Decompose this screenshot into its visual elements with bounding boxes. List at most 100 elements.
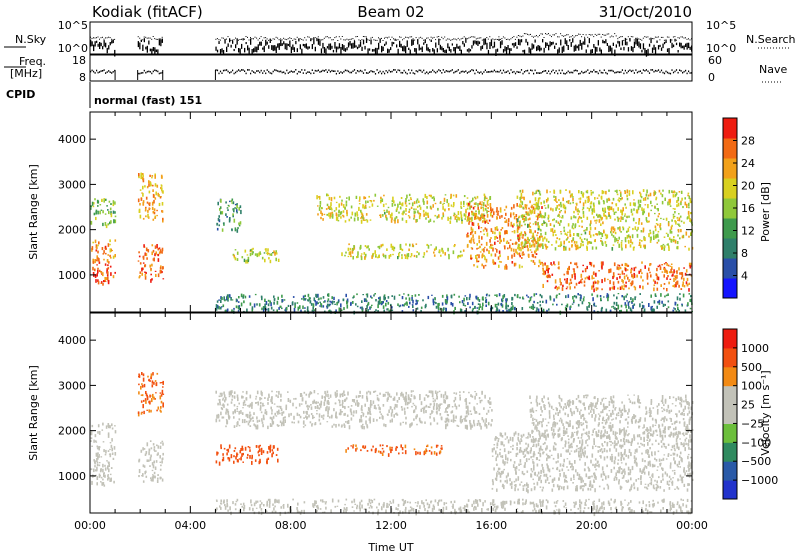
nsky-sample xyxy=(667,49,668,53)
freq-sample xyxy=(346,70,347,72)
nsearch-sample xyxy=(625,38,626,39)
nsearch-sample xyxy=(370,38,371,39)
nsearch-sample xyxy=(265,37,266,38)
nsky-sample xyxy=(304,44,305,48)
freq-sample xyxy=(644,70,645,72)
power-colorbar-tick-label: 28 xyxy=(741,135,755,148)
nsky-sample xyxy=(358,44,359,48)
nsearch-sample xyxy=(452,39,453,40)
nsearch-sample xyxy=(247,37,248,38)
freq-sample xyxy=(228,71,229,73)
freq-sample xyxy=(610,70,611,72)
nsearch-sample xyxy=(434,37,435,38)
nsky-sample xyxy=(574,46,575,52)
freq-sample xyxy=(640,70,641,72)
freq-sample xyxy=(626,72,627,74)
nsearch-sample xyxy=(375,40,376,41)
freq-sample xyxy=(598,73,599,75)
nsky-sample xyxy=(160,40,161,47)
power-echo-region xyxy=(233,248,280,264)
nsky-sample xyxy=(649,44,650,47)
nsearch-sample xyxy=(574,37,575,38)
freq-sample xyxy=(444,71,445,73)
nsearch-sample xyxy=(301,39,302,40)
nsky-sample xyxy=(313,38,314,44)
power-echo-region xyxy=(216,293,693,315)
freq-sample xyxy=(270,72,271,74)
nsky-sample xyxy=(538,45,539,50)
nsearch-sample xyxy=(340,39,341,40)
nsearch-sample xyxy=(542,34,543,35)
nsearch-sample xyxy=(410,36,411,37)
nsky-sample xyxy=(330,43,331,50)
freq-sample xyxy=(432,69,433,71)
nsearch-sample xyxy=(156,39,157,40)
nsearch-sample xyxy=(328,37,329,38)
nsky-sample xyxy=(580,40,581,46)
freq-sample xyxy=(578,73,579,75)
power-colorbar-segment xyxy=(723,158,737,179)
nsky-sample xyxy=(519,40,520,46)
nsky-sample xyxy=(387,49,388,54)
nsearch-sample xyxy=(90,37,91,38)
nsky-sample xyxy=(491,40,492,46)
freq-sample xyxy=(348,71,349,73)
freq-sample xyxy=(568,71,569,73)
nsky-sample xyxy=(336,47,337,53)
nsky-sample xyxy=(611,48,612,54)
freq-sample xyxy=(372,71,373,73)
freq-sample xyxy=(551,71,552,73)
nsky-sample xyxy=(410,50,411,54)
freq-sample xyxy=(577,70,578,72)
freq-sample xyxy=(153,71,154,73)
freq-sample xyxy=(336,73,337,75)
freq-sample xyxy=(334,70,335,72)
nsearch-sample xyxy=(292,40,293,41)
freq-sample xyxy=(500,70,501,72)
nsearch-sample xyxy=(650,38,651,39)
nsky-sample xyxy=(110,42,111,45)
nave-tick-top: 60 xyxy=(708,54,722,67)
nsky-sample xyxy=(586,49,587,53)
cpid-value: normal (fast) 151 xyxy=(94,94,202,107)
freq-sample xyxy=(217,70,218,72)
nsky-sample xyxy=(568,45,569,50)
nsearch-sample xyxy=(425,40,426,41)
nsky-sample xyxy=(372,49,373,52)
nsky-sample xyxy=(577,46,578,49)
nsky-sample xyxy=(679,43,680,47)
freq-sample xyxy=(246,73,247,75)
nsky-sample xyxy=(619,41,620,46)
nsearch-sample xyxy=(643,38,644,39)
nsky-sample xyxy=(420,48,421,50)
nsky-sample xyxy=(664,42,665,44)
nsky-sample xyxy=(510,48,511,51)
freq-sample xyxy=(410,72,411,74)
nsky-sample xyxy=(461,50,462,54)
freq-sample xyxy=(407,73,408,75)
freq-sample xyxy=(286,70,287,72)
freq-sample xyxy=(581,71,582,73)
nsearch-sample xyxy=(447,38,448,39)
velocity-colorbar-segment xyxy=(723,461,737,480)
nsearch-sample xyxy=(587,37,588,38)
nsearch-sample xyxy=(348,39,349,40)
power-echo-region xyxy=(90,198,116,228)
cpid-label: CPID xyxy=(6,88,35,101)
freq-sample xyxy=(426,71,427,73)
nsky-sample xyxy=(542,39,543,42)
nsearch-sample xyxy=(262,40,263,41)
freq-sample xyxy=(249,69,250,71)
nsearch-sample xyxy=(563,36,564,37)
velocity-echo-region xyxy=(215,390,492,430)
nsearch-sample xyxy=(153,36,154,37)
nsearch-sample xyxy=(667,37,668,38)
nsearch-sample xyxy=(492,39,493,40)
freq-sample xyxy=(638,71,639,73)
nsearch-sample xyxy=(560,33,561,34)
nsky-sample xyxy=(656,41,657,43)
nsearch-sample xyxy=(682,37,683,38)
nsky-sample xyxy=(480,46,481,51)
freq-sample xyxy=(685,70,686,72)
